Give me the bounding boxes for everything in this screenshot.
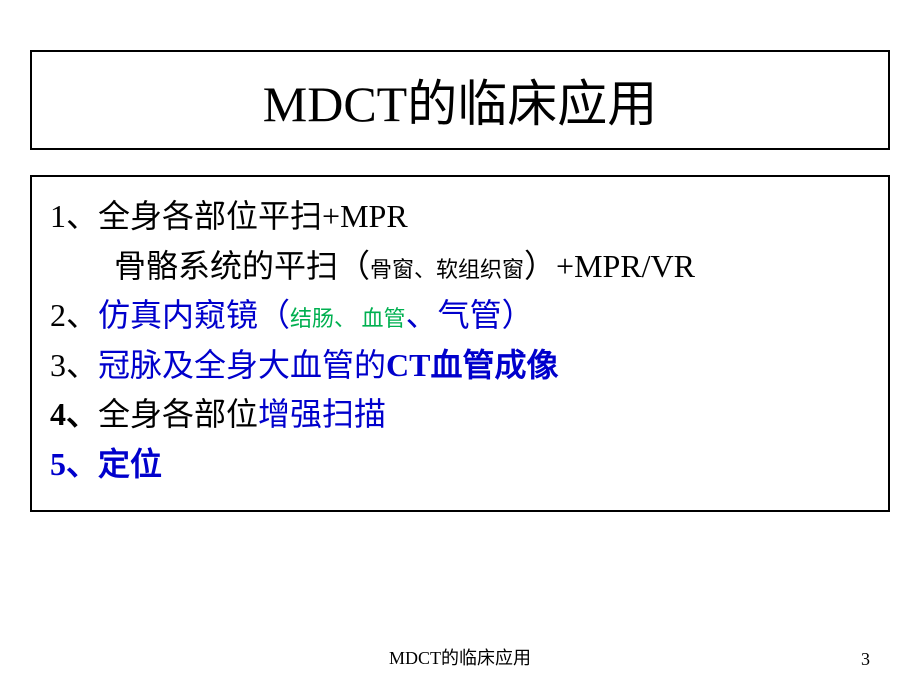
content-line-4: 4、全身各部位增强扫描	[50, 390, 870, 440]
content-line-1a: 1、全身各部位平扫+MPR	[50, 192, 870, 242]
item-3-number: 3、	[50, 347, 98, 383]
item-4-blue: 增强扫描	[258, 396, 386, 432]
content-line-1b: 骨骼系统的平扫（骨窗、软组织窗）+MPR/VR	[50, 242, 870, 292]
item-2-prefix: 仿真内窥镜（	[98, 297, 290, 333]
item-2-green2: 血管	[356, 306, 406, 331]
item-2-green1: 结肠、	[290, 306, 356, 331]
title-box: MDCT的临床应用	[30, 50, 890, 150]
slide-title: MDCT的临床应用	[52, 64, 868, 136]
item-5-text: 定位	[98, 446, 162, 482]
content-line-5: 5、定位	[50, 440, 870, 490]
item-2-mid: 、气管）	[406, 297, 534, 333]
page-number: 3	[861, 649, 870, 670]
item-1b-prefix: 骨骼系统的平扫（	[114, 248, 370, 284]
item-3-text: 冠脉及全身大血管的	[98, 347, 386, 383]
item-4-prefix: 全身各部位	[98, 396, 258, 432]
item-3-bold: CT血管成像	[386, 347, 558, 383]
content-box: 1、全身各部位平扫+MPR 骨骼系统的平扫（骨窗、软组织窗）+MPR/VR 2、…	[30, 175, 890, 512]
content-line-3: 3、冠脉及全身大血管的CT血管成像	[50, 341, 870, 391]
item-4-number: 4、	[50, 396, 98, 432]
item-1b-small: 骨窗、软组织窗	[370, 257, 524, 282]
slide-container: MDCT的临床应用 1、全身各部位平扫+MPR 骨骼系统的平扫（骨窗、软组织窗）…	[0, 0, 920, 690]
content-line-2: 2、仿真内窥镜（结肠、 血管、气管）	[50, 291, 870, 341]
item-5-number: 5、	[50, 446, 98, 482]
item-1-number: 1、	[50, 198, 98, 234]
item-1a-text: 全身各部位平扫+MPR	[98, 198, 408, 234]
footer-text: MDCT的临床应用	[0, 644, 920, 670]
item-1b-suffix: ）+MPR/VR	[524, 248, 695, 284]
item-2-number: 2、	[50, 297, 98, 333]
